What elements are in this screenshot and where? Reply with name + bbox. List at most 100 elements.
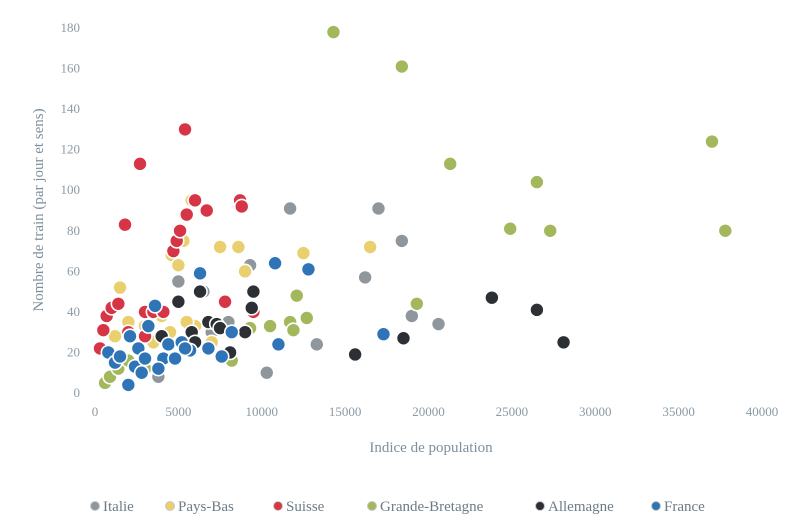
data-point: [178, 206, 195, 223]
data-point: [212, 239, 228, 255]
data-point: [347, 346, 363, 363]
x-axis-title: Indice de population: [369, 440, 493, 456]
data-point: [177, 340, 193, 357]
x-axis-ticks: 0 5000 10000 15000 20000 25000 30000 35000 40000: [92, 404, 779, 419]
data-point: [112, 279, 128, 296]
data-point: [243, 300, 260, 316]
y-tick-label: 180: [61, 20, 81, 35]
x-tick-label: 5000: [165, 404, 191, 419]
legend-marker: [367, 501, 377, 511]
x-tick-label: 15000: [329, 404, 362, 419]
data-point: [258, 364, 275, 381]
x-tick-label: 35000: [662, 404, 695, 419]
data-point: [529, 302, 545, 318]
data-point: [300, 261, 317, 278]
data-point: [484, 289, 500, 306]
data-point: [542, 222, 559, 239]
data-point: [192, 265, 208, 282]
legend-marker: [165, 501, 175, 511]
data-point: [245, 283, 262, 300]
data-point: [717, 222, 734, 239]
legend-label: Grande-Bretagne: [380, 499, 484, 515]
data-point: [282, 200, 298, 217]
data-point: [502, 220, 519, 237]
data-point: [223, 324, 240, 340]
y-tick-label: 60: [67, 263, 80, 278]
data-points: [92, 24, 734, 393]
data-point: [288, 287, 305, 304]
data-point: [217, 293, 233, 310]
data-point: [237, 324, 253, 340]
legend-item: Allemagne: [535, 499, 614, 515]
legend-item: Grande-Bretagne: [367, 499, 484, 515]
data-point: [200, 340, 217, 357]
legend-item: Suisse: [273, 499, 325, 515]
data-point: [132, 156, 148, 172]
data-point: [192, 283, 208, 300]
data-point: [170, 273, 187, 290]
y-tick-label: 120: [61, 142, 81, 157]
data-point: [430, 316, 447, 332]
data-point: [233, 198, 250, 215]
data-point: [198, 202, 215, 219]
series-france: [100, 255, 392, 393]
legend-marker: [90, 501, 100, 511]
data-point: [170, 293, 187, 310]
data-point: [395, 330, 412, 347]
data-point: [285, 322, 302, 338]
data-point: [117, 216, 133, 233]
data-point: [409, 295, 425, 312]
data-point: [262, 318, 278, 334]
y-tick-label: 80: [67, 223, 80, 238]
x-tick-label: 10000: [246, 404, 279, 419]
y-axis-title: Nombre de train (par jour et sens): [31, 108, 47, 311]
data-point: [529, 174, 545, 190]
data-point: [172, 222, 188, 239]
series-allemagne: [153, 283, 572, 363]
data-point: [112, 348, 128, 365]
data-point: [325, 24, 342, 40]
x-tick-label: 20000: [412, 404, 445, 419]
data-point: [295, 245, 312, 261]
data-point: [122, 328, 138, 345]
y-tick-label: 40: [67, 304, 80, 319]
data-point: [357, 269, 373, 286]
legend-marker: [651, 501, 661, 511]
data-point: [170, 257, 187, 274]
data-point: [150, 360, 167, 377]
legend-label: Suisse: [286, 499, 325, 515]
data-point: [160, 336, 177, 353]
data-point: [270, 336, 287, 353]
data-point: [267, 255, 283, 272]
data-point: [133, 364, 150, 381]
legend-marker: [273, 501, 283, 511]
y-axis-ticks: 0 20 40 60 80 100 120 140 160 180: [61, 20, 81, 400]
legend-item: Pays-Bas: [165, 499, 234, 515]
legend-label: France: [664, 499, 705, 515]
y-tick-label: 20: [67, 344, 80, 359]
y-tick-label: 160: [61, 61, 81, 76]
y-tick-label: 140: [61, 101, 81, 116]
legend-item: Italie: [90, 499, 134, 515]
x-tick-label: 30000: [579, 404, 612, 419]
series-italie: [150, 200, 447, 385]
legend: Italie Pays-Bas Suisse Grande-Bretagne Allem…: [90, 499, 705, 515]
legend-label: Pays-Bas: [178, 499, 234, 515]
data-point: [137, 350, 153, 367]
data-point: [177, 121, 193, 138]
data-point: [140, 318, 157, 334]
data-point: [213, 348, 230, 365]
y-tick-label: 100: [61, 182, 81, 197]
legend-marker: [535, 501, 545, 511]
x-tick-label: 25000: [496, 404, 529, 419]
data-point: [308, 336, 325, 353]
data-point: [394, 233, 410, 249]
x-tick-label: 40000: [746, 404, 779, 419]
data-point: [704, 133, 720, 150]
legend-label: Allemagne: [548, 499, 614, 515]
data-point: [120, 377, 137, 393]
data-point: [147, 298, 163, 314]
x-tick-label: 0: [92, 404, 99, 419]
data-point: [375, 326, 392, 342]
